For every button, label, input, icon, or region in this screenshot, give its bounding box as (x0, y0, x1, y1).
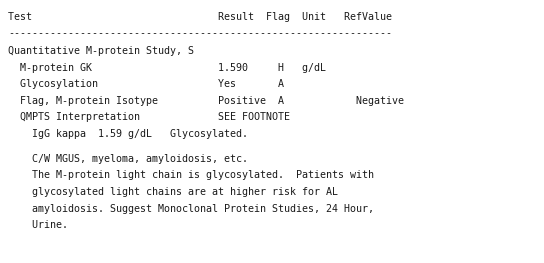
Text: glycosylated light chains are at higher risk for AL: glycosylated light chains are at higher … (8, 187, 338, 197)
Text: amyloidosis. Suggest Monoclonal Protein Studies, 24 Hour,: amyloidosis. Suggest Monoclonal Protein … (8, 204, 374, 214)
Text: M-protein GK                     1.590     H   g/dL: M-protein GK 1.590 H g/dL (8, 63, 326, 73)
Text: QMPTS Interpretation             SEE FOOTNOTE: QMPTS Interpretation SEE FOOTNOTE (8, 112, 290, 122)
Text: IgG kappa  1.59 g/dL   Glycosylated.: IgG kappa 1.59 g/dL Glycosylated. (8, 129, 248, 139)
Text: The M-protein light chain is glycosylated.  Patients with: The M-protein light chain is glycosylate… (8, 170, 374, 180)
Text: Glycosylation                    Yes       A: Glycosylation Yes A (8, 79, 284, 89)
Text: ----------------------------------------------------------------: ----------------------------------------… (8, 28, 392, 38)
Text: Test                               Result  Flag  Unit   RefValue: Test Result Flag Unit RefValue (8, 12, 392, 22)
Text: Flag, M-protein Isotype          Positive  A            Negative: Flag, M-protein Isotype Positive A Negat… (8, 96, 404, 106)
Text: Quantitative M-protein Study, S: Quantitative M-protein Study, S (8, 46, 194, 56)
Text: C/W MGUS, myeloma, amyloidosis, etc.: C/W MGUS, myeloma, amyloidosis, etc. (8, 154, 248, 164)
Text: Urine.: Urine. (8, 220, 68, 230)
